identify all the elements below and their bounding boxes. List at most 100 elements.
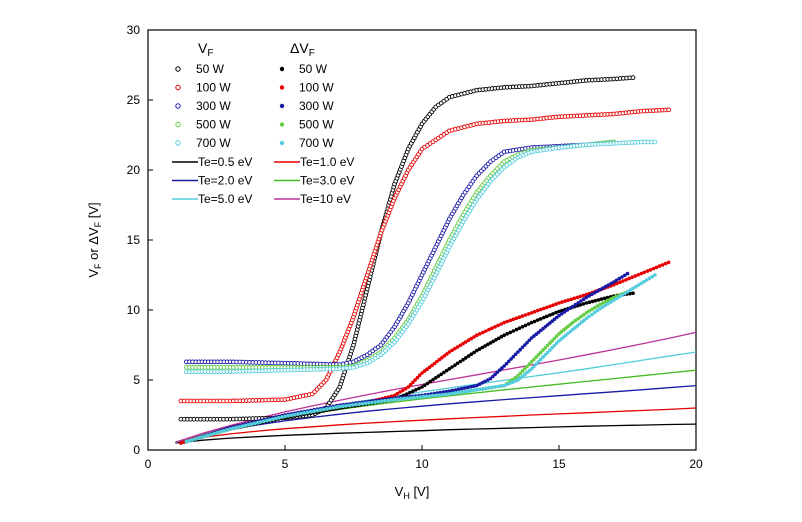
- data-point: [302, 411, 307, 415]
- data-point: [621, 279, 625, 283]
- legend-vf-label: 300 W: [196, 99, 231, 113]
- x-axis-label: VH [V]: [395, 484, 430, 501]
- data-point: [609, 297, 613, 301]
- data-point: [425, 367, 429, 372]
- data-point: [203, 434, 207, 439]
- data-point: [630, 275, 634, 280]
- legend-curve-label: Te=2.0 eV: [198, 174, 252, 188]
- data-point: [505, 332, 510, 336]
- data-point: [502, 364, 507, 368]
- legend-vf-marker: [175, 103, 181, 109]
- data-point: [534, 362, 538, 366]
- series-vf-100-w: [178, 107, 671, 404]
- data-point: [642, 270, 646, 275]
- data-point: [551, 303, 555, 308]
- data-point: [447, 350, 452, 354]
- data-point: [206, 433, 211, 438]
- legend-curve-label: Te=10 eV: [300, 192, 351, 206]
- y-ticks: 0 5 10 15 20 25 30: [127, 23, 153, 457]
- data-point: [581, 297, 586, 302]
- data-point: [496, 336, 501, 341]
- data-point: [431, 377, 435, 382]
- data-point: [312, 409, 316, 414]
- data-point: [488, 341, 493, 345]
- data-point: [212, 431, 217, 436]
- data-point: [328, 406, 332, 411]
- data-point: [513, 376, 517, 380]
- data-point: [398, 390, 402, 394]
- data-point: [286, 414, 291, 418]
- data-point: [417, 373, 422, 378]
- data-point: [538, 357, 543, 362]
- data-point: [527, 338, 532, 343]
- data-point: [581, 293, 586, 298]
- data-point: [573, 302, 578, 307]
- data-point: [617, 276, 622, 281]
- data-point: [592, 310, 597, 315]
- legend-dvf-label: 300 W: [299, 99, 334, 113]
- data-point: [197, 436, 201, 440]
- data-point: [480, 345, 485, 350]
- data-point: [436, 374, 441, 378]
- legend: VF ΔVF 50 W 100 W 300 W 500 W 700 W 50 W 100 W…: [172, 40, 354, 206]
- legend-head-dvf: ΔVF: [290, 40, 315, 59]
- data-point: [447, 392, 452, 396]
- data-point: [383, 399, 387, 403]
- data-point: [496, 384, 500, 389]
- data-point: [631, 286, 635, 291]
- data-point: [548, 304, 552, 309]
- data-point: [434, 393, 439, 398]
- data-point: [481, 387, 485, 391]
- data-point: [579, 314, 583, 319]
- data-point: [475, 388, 479, 392]
- data-point: [350, 403, 355, 407]
- legend-curve-label: Te=5.0 eV: [198, 192, 252, 206]
- data-point: [601, 286, 605, 291]
- data-point: [475, 333, 479, 338]
- x-ticks: 0 5 10 15 20: [145, 445, 703, 471]
- data-point: [268, 418, 272, 422]
- data-point: [441, 390, 446, 394]
- data-point: [453, 363, 457, 368]
- data-point: [576, 316, 580, 321]
- data-point: [432, 361, 437, 366]
- data-point: [478, 332, 482, 336]
- data-point: [450, 348, 454, 353]
- data-point: [557, 309, 561, 314]
- data-point: [395, 391, 400, 396]
- data-points: [178, 75, 671, 445]
- data-point: [624, 278, 628, 282]
- data-point: [477, 382, 482, 387]
- data-point: [478, 387, 482, 392]
- data-point: [602, 296, 607, 301]
- data-point: [660, 263, 665, 267]
- data-point: [511, 317, 516, 322]
- data-point: [502, 333, 507, 338]
- data-point: [633, 274, 637, 278]
- data-point: [493, 325, 497, 329]
- legend-head-vf: VF: [198, 40, 213, 59]
- data-point: [609, 281, 613, 286]
- data-point: [360, 401, 365, 406]
- data-point: [538, 317, 543, 321]
- data-point: [444, 392, 449, 397]
- data-point: [487, 386, 491, 390]
- data-point: [456, 390, 461, 395]
- data-point: [598, 306, 602, 311]
- data-point: [271, 417, 275, 422]
- data-point: [576, 301, 580, 305]
- data-point: [532, 319, 537, 324]
- legend-vf-label: 500 W: [196, 118, 231, 132]
- curve-te-1-0-ev: [175, 407, 697, 443]
- data-point: [413, 378, 417, 382]
- data-point: [490, 385, 494, 390]
- data-point: [420, 371, 424, 375]
- data-point: [445, 352, 449, 356]
- data-point: [480, 381, 485, 385]
- data-point: [428, 394, 432, 398]
- data-point: [483, 344, 487, 348]
- data-point: [475, 383, 479, 388]
- data-point: [532, 309, 537, 314]
- data-point: [464, 356, 468, 360]
- data-point: [499, 334, 504, 339]
